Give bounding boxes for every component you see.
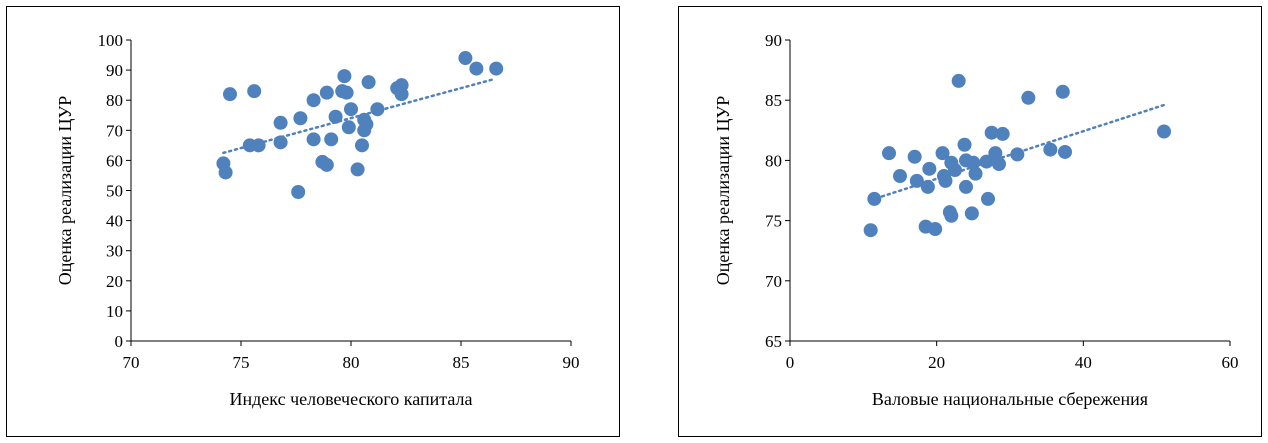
chart-right-data-point: [935, 146, 950, 161]
chart-left-data-point: [324, 132, 339, 147]
chart-left-data-point: [223, 87, 237, 102]
chart-right-y-axis-title: Оценка реализации ЦУР: [713, 96, 733, 285]
chart-right-frame: 65 70 75 80 85 90 0 20 40 60 Валовые национальные …: [678, 6, 1262, 437]
chart-right-data-point: [984, 125, 999, 140]
chart-right-data-point: [988, 146, 1003, 161]
chart-right-data-point: [981, 191, 995, 206]
chart-left-y-tick-label: 50: [106, 182, 123, 201]
chart-right-y-tick-label: 65: [765, 332, 782, 351]
chart-left-data-point: [319, 85, 334, 100]
chart-right-data-point: [1043, 142, 1058, 157]
chart-right-data-point: [951, 73, 966, 88]
chart-right-data-point: [944, 208, 959, 223]
chart-left-data-point: [291, 185, 306, 200]
chart-left-data-point: [359, 117, 374, 132]
chart-right-data-point: [992, 157, 1006, 172]
chart-left-y-tick-label: 100: [98, 31, 124, 50]
chart-left-x-tick-label: 75: [233, 353, 250, 372]
chart-left-data-point: [339, 85, 354, 100]
chart-right-y-tick-label: 70: [765, 272, 782, 291]
chart-right-data-point: [957, 137, 972, 152]
chart-left-y-tick-label: 90: [106, 61, 123, 80]
chart-right-data-point: [1010, 147, 1025, 162]
chart-right-data-point: [909, 173, 924, 188]
chart-left-x-axis-title: Индекс человеческого капитала: [230, 389, 473, 409]
chart-left-y-tick-label: 30: [106, 242, 123, 261]
chart-left-y-tick-label: 40: [106, 212, 123, 231]
chart-right-data-point: [882, 146, 896, 161]
chart-right-data-point: [1055, 84, 1070, 99]
chart-left-data-point: [361, 75, 376, 90]
chart-right-y-tick-label: 90: [765, 31, 782, 50]
chart-left-data-point: [247, 84, 262, 99]
chart-right-data-point: [966, 155, 981, 170]
chart-left-data-point: [293, 111, 308, 126]
chart-left-frame: 0 10 20 30 40 50 60 70 80 90 100 70 75 80 85 90 Индекс ч…: [6, 6, 620, 437]
chart-right-data-point: [948, 163, 962, 178]
chart-left-data-point: [394, 78, 409, 93]
chart-right-data-point: [928, 222, 943, 237]
chart-right-svg: 65 70 75 80 85 90 0 20 40 60 Валовые национальные …: [713, 31, 1239, 409]
chart-right-data-point: [964, 206, 979, 221]
chart-right-data-point: [1058, 144, 1072, 159]
chart-right-y-tick-label: 85: [765, 91, 782, 110]
chart-right-x-tick-label: 0: [786, 353, 795, 372]
chart-left-data-point: [306, 93, 321, 108]
chart-left-data-point: [341, 120, 356, 135]
chart-left-data-point: [350, 162, 365, 177]
chart-left-data-point: [218, 165, 233, 180]
chart-right-x-axis-title: Валовые национальные сбережения: [872, 389, 1148, 409]
chart-left-data-point: [355, 138, 369, 153]
chart-left-svg: 0 10 20 30 40 50 60 70 80 90 100 70 75 80 85 90 Индекс ч…: [55, 31, 580, 409]
chart-right-data-point: [1157, 124, 1171, 139]
chart-right-data-point: [968, 166, 983, 181]
chart-left-y-tick-label: 60: [106, 151, 123, 170]
chart-left-x-tick-label: 70: [123, 353, 140, 372]
chart-left-data-point: [319, 157, 334, 172]
chart-right-data-point: [922, 161, 937, 176]
chart-left-data-point: [273, 115, 288, 130]
chart-left-y-tick-label: 20: [106, 272, 123, 291]
chart-left-data-point: [337, 69, 352, 84]
chart-left-y-tick-label: 0: [115, 332, 124, 351]
chart-right-data-point: [1021, 90, 1036, 105]
chart-right-data-point: [867, 191, 882, 206]
chart-right-data-point: [959, 179, 973, 194]
chart-right-data-point: [863, 223, 878, 238]
chart-left-data-point: [370, 102, 385, 117]
chart-left-data-point: [273, 135, 288, 150]
chart-left-y-tick-label: 80: [106, 91, 123, 110]
chart-right-y-tick-label: 75: [765, 212, 782, 231]
chart-left-data-point: [469, 61, 484, 76]
chart-left-data-point: [251, 138, 266, 153]
chart-right-y-tick-label: 80: [765, 151, 782, 170]
chart-left-data-point: [306, 132, 321, 147]
chart-left-x-tick-label: 80: [343, 353, 360, 372]
chart-left-data-point: [328, 109, 343, 124]
chart-left-y-tick-label: 70: [106, 121, 123, 140]
chart-left-y-axis-title: Оценка реализации ЦУР: [55, 96, 75, 285]
chart-right-x-tick-label: 40: [1075, 353, 1092, 372]
chart-right-data-point: [938, 173, 953, 188]
chart-left-x-tick-label: 90: [563, 353, 580, 372]
chart-right-data-point: [979, 154, 994, 169]
chart-left-data-point: [344, 102, 358, 117]
chart-right-data-point: [995, 126, 1010, 141]
chart-right-x-tick-label: 60: [1222, 353, 1239, 372]
chart-right-trendline: [869, 103, 1166, 202]
chart-left-y-tick-label: 10: [106, 302, 123, 321]
chart-left-data-point: [489, 61, 504, 76]
chart-right-data-point: [893, 169, 907, 184]
chart-right-x-tick-label: 20: [928, 353, 945, 372]
chart-left-data-point: [458, 51, 473, 66]
chart-right-data-point: [920, 179, 935, 194]
chart-left-x-tick-label: 85: [453, 353, 470, 372]
chart-right-data-point: [907, 149, 922, 164]
